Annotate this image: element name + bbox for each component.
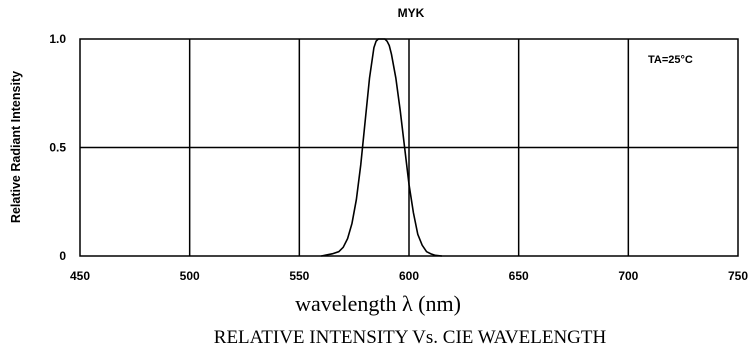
grid <box>80 39 738 256</box>
x-tick-label: 750 <box>728 269 748 283</box>
y-tick-label: 0.5 <box>49 141 66 155</box>
plot-frame <box>79 38 739 257</box>
y-tick-label: 1.0 <box>49 32 66 46</box>
x-tick-label: 600 <box>399 269 419 283</box>
y-tick-labels: 0 0.5 1.0 <box>49 32 66 263</box>
caption: RELATIVE INTENSITY Vs. CIE WAVELENGTH <box>214 327 607 348</box>
y-tick-label: 0 <box>59 249 66 263</box>
chart-title: MYK <box>398 6 425 20</box>
x-axis-label: wavelength λ (nm) <box>295 291 461 316</box>
spectrum-curve <box>321 38 442 257</box>
temperature-annotation: TA=25°C <box>648 54 693 66</box>
y-axis-label: Relative Radiant Intensity <box>9 71 23 223</box>
x-tick-label: 700 <box>618 269 638 283</box>
x-tick-label: 650 <box>509 269 529 283</box>
x-tick-labels: 450 500 550 600 650 700 750 <box>70 269 748 283</box>
x-tick-label: 500 <box>180 269 200 283</box>
x-tick-label: 450 <box>70 269 90 283</box>
x-tick-label: 550 <box>289 269 309 283</box>
